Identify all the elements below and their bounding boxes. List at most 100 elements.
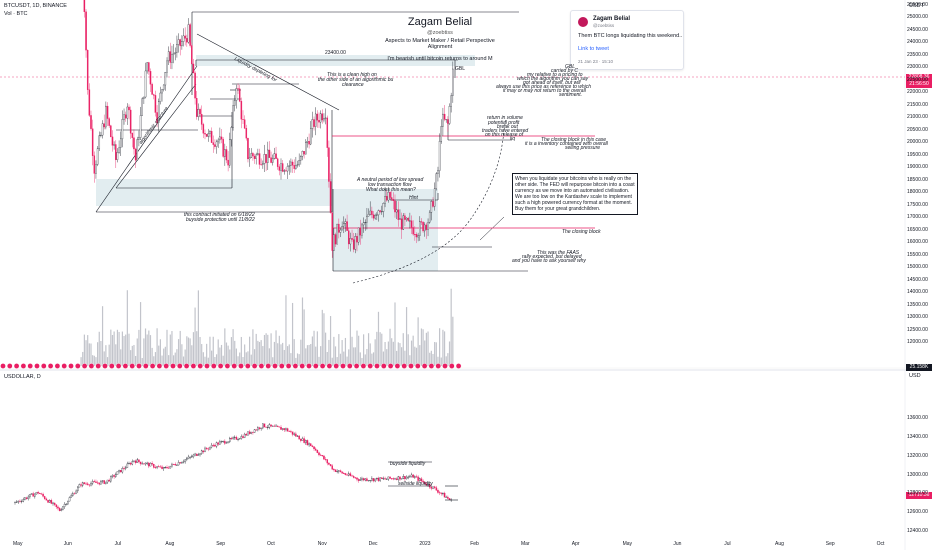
dxy-candle: [248, 429, 251, 435]
volume-bar: [452, 316, 454, 366]
volume-bar: [429, 352, 431, 366]
volume-bar: [331, 357, 333, 366]
btc-candle: [349, 232, 352, 252]
dxy-candle: [42, 492, 44, 498]
event-marker: [278, 363, 285, 369]
dxy-candle: [369, 479, 371, 483]
volume-bar: [98, 331, 100, 366]
btc-candle: [415, 232, 418, 244]
dxy-candle: [232, 436, 234, 440]
btc-candle: [258, 148, 261, 169]
dxy-candle: [195, 453, 198, 457]
volume-bar: [201, 344, 203, 366]
btc-candle: [354, 233, 357, 254]
event-marker: [251, 363, 258, 369]
dxy-candle: [276, 425, 279, 428]
btc-candle: [270, 151, 272, 164]
volume-bar: [440, 357, 442, 366]
dxy-candle: [34, 493, 36, 499]
event-marker: [326, 363, 333, 369]
btc-candle: [318, 112, 320, 128]
btc-candle: [174, 47, 177, 61]
volume-bar: [280, 344, 282, 366]
btc-candle: [369, 201, 371, 216]
event-marker: [7, 363, 13, 369]
dxy-candle: [384, 476, 386, 481]
date-tick: Jul: [114, 541, 121, 547]
dxy-candle: [430, 486, 433, 491]
volume-bar: [191, 345, 193, 366]
dxy-candle: [385, 478, 388, 480]
volume-bar: [353, 347, 355, 366]
volume-bar: [250, 354, 252, 366]
btc-candle: [194, 71, 196, 105]
btc-candle: [260, 158, 262, 166]
btc-candle: [100, 131, 102, 138]
tweet-card[interactable]: Zagam Belial @zoebtiss Them BTC longs li…: [570, 10, 684, 70]
dxy-candle: [354, 476, 357, 479]
btc-candle: [199, 107, 201, 118]
event-marker: [217, 363, 224, 369]
volume-bar: [417, 317, 419, 366]
dxy-candle: [252, 431, 254, 435]
btc-candle: [182, 28, 185, 47]
dxy-candle: [207, 447, 210, 452]
volume-bar: [336, 357, 338, 366]
dxy-candle: [32, 491, 34, 497]
btc-candle: [384, 187, 386, 208]
volume-bar: [168, 355, 170, 366]
tweet-link[interactable]: Link to tweet: [578, 46, 609, 52]
dxy-candle: [349, 471, 352, 477]
volume-bar: [209, 336, 211, 366]
volume-bars: [80, 288, 454, 366]
btc-candle: [301, 150, 304, 161]
volume-bar: [229, 349, 231, 366]
dxy-candle: [318, 451, 320, 457]
dxy-candle: [14, 501, 16, 505]
volume-bar: [212, 336, 214, 366]
dxy-candle: [415, 474, 418, 478]
dxy-candle: [138, 459, 140, 464]
event-marker: [170, 363, 176, 369]
symbol-title[interactable]: BTCUSDT, 1D, BINANCE: [4, 3, 67, 9]
btc-candle: [290, 158, 292, 173]
event-marker: [176, 363, 183, 369]
btc-candle: [90, 110, 92, 131]
volume-title[interactable]: Vol · BTC: [4, 11, 28, 17]
dxy-candle: [210, 442, 213, 449]
dxy-title[interactable]: USDOLLAR, D: [4, 374, 41, 380]
dxy-candle: [177, 460, 180, 466]
right-note-3: my relative to a pricing to: [527, 72, 583, 78]
dxy-candle: [67, 500, 69, 506]
dxy-candle: [121, 466, 124, 474]
dxy-candle: [124, 465, 127, 471]
dxy-candle: [311, 444, 314, 448]
volume-bar: [171, 331, 173, 366]
dxy-candle: [278, 426, 281, 428]
volume-bar: [138, 329, 140, 366]
volume-bar: [90, 343, 92, 366]
btc-candle: [210, 127, 213, 143]
dxy-candle: [131, 459, 134, 466]
btc-candle: [133, 129, 135, 155]
dxy-candle: [275, 423, 277, 427]
btc-price-tick: 19000.00: [907, 164, 928, 171]
event-marker: [394, 363, 401, 369]
dxy-candle: [308, 442, 310, 447]
volume-bar: [83, 334, 85, 366]
event-marker: [387, 363, 394, 369]
dxy-candle: [181, 461, 183, 464]
dxy-candle: [285, 427, 287, 432]
date-tick: Oct: [876, 541, 885, 547]
volume-bar: [308, 344, 310, 366]
btc-candle: [222, 137, 224, 158]
event-markers[interactable]: [0, 363, 462, 369]
btc-candle: [124, 111, 127, 122]
btc-candle: [227, 151, 229, 172]
event-marker: [27, 363, 34, 369]
btc-candle: [171, 45, 173, 70]
btc-candle: [88, 83, 91, 117]
volume-bar: [184, 349, 186, 366]
btc-candle: [192, 58, 195, 74]
